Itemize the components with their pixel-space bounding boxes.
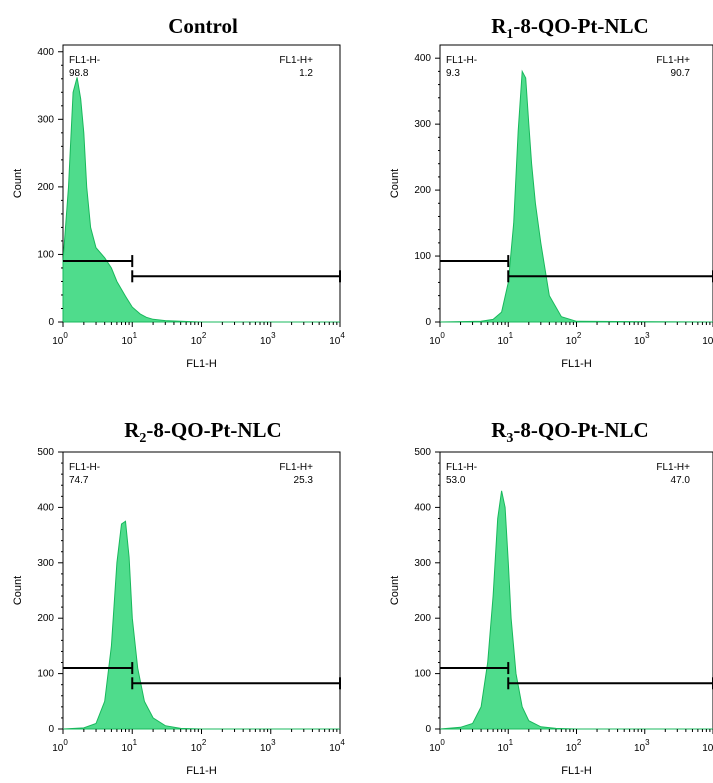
title-rest: -8-QO-Pt-NLC (146, 418, 282, 442)
panel-title: R1-8-QO-Pt-NLC (420, 14, 713, 43)
y-tick-label: 100 (37, 249, 54, 260)
y-tick-label: 0 (425, 317, 431, 328)
title-main: R (491, 418, 507, 442)
x-tick-label: 101 (121, 331, 137, 347)
y-tick-label: 400 (414, 53, 431, 64)
panel-title: Control (53, 14, 353, 43)
y-tick-label: 100 (414, 251, 431, 262)
title-rest: -8-QO-Pt-NLC (513, 14, 649, 38)
y-axis-label: Count (389, 169, 401, 198)
gate-neg-label: FL1-H- (69, 55, 100, 66)
y-tick-label: 300 (414, 558, 431, 569)
title-main: R (124, 418, 140, 442)
x-tick-label: 103 (634, 331, 650, 347)
gate-neg-label: FL1-H- (69, 462, 100, 473)
y-axis-label: Count (12, 169, 24, 198)
gate-neg-label: FL1-H- (446, 462, 477, 473)
x-tick-label: 100 (429, 738, 445, 754)
y-tick-label: 200 (414, 613, 431, 624)
x-tick-label: 104 (702, 738, 713, 754)
y-axis-label: Count (389, 576, 401, 605)
panel-title: R3-8-QO-Pt-NLC (420, 418, 713, 447)
y-tick-label: 400 (37, 502, 54, 513)
y-tick-label: 0 (48, 317, 54, 328)
x-tick-label: 102 (191, 738, 207, 754)
gate-pos-value: 1.2 (299, 68, 313, 79)
title-sub: 3 (506, 431, 514, 447)
y-tick-label: 200 (37, 182, 54, 193)
y-tick-label: 300 (37, 558, 54, 569)
y-tick-label: 200 (414, 185, 431, 196)
y-tick-label: 500 (414, 447, 431, 458)
x-tick-label: 100 (52, 331, 68, 347)
x-tick-label: 104 (329, 331, 345, 347)
title-main: R (491, 14, 507, 38)
y-tick-label: 400 (37, 47, 54, 58)
x-tick-label: 102 (191, 331, 207, 347)
x-tick-label: 103 (260, 738, 276, 754)
x-tick-label: 102 (566, 331, 582, 347)
x-tick-label: 101 (497, 738, 513, 754)
x-tick-label: 101 (121, 738, 137, 754)
x-tick-label: 102 (566, 738, 582, 754)
gate-pos-value: 90.7 (671, 68, 691, 79)
x-tick-label: 101 (497, 331, 513, 347)
title-rest: -8-QO-Pt-NLC (513, 418, 649, 442)
gate-pos-value: 47.0 (671, 475, 691, 486)
gate-pos-label: FL1-H+ (656, 55, 690, 66)
x-axis-label: FL1-H (561, 765, 592, 777)
y-tick-label: 0 (425, 724, 431, 735)
title-sub: 2 (139, 431, 147, 447)
x-tick-label: 104 (702, 331, 713, 347)
y-tick-label: 500 (37, 447, 54, 458)
gate-pos-value: 25.3 (294, 475, 314, 486)
x-axis-label: FL1-H (186, 358, 217, 370)
x-axis-label: FL1-H (186, 765, 217, 777)
y-axis-label: Count (12, 576, 24, 605)
y-tick-label: 300 (37, 114, 54, 125)
gate-neg-value: 98.8 (69, 68, 89, 79)
x-axis-label: FL1-H (561, 358, 592, 370)
x-tick-label: 104 (329, 738, 345, 754)
y-tick-label: 200 (37, 613, 54, 624)
y-tick-label: 100 (37, 669, 54, 680)
histogram-area (439, 69, 713, 323)
histogram-area (62, 520, 340, 730)
x-tick-label: 103 (634, 738, 650, 754)
gate-neg-value: 53.0 (446, 475, 466, 486)
gate-pos-label: FL1-H+ (279, 462, 313, 473)
y-tick-label: 300 (414, 119, 431, 130)
histogram-area (62, 77, 340, 323)
gate-pos-label: FL1-H+ (279, 55, 313, 66)
panel-title: R2-8-QO-Pt-NLC (53, 418, 353, 447)
plot-frame (439, 451, 713, 730)
y-tick-label: 400 (414, 502, 431, 513)
y-tick-label: 0 (48, 724, 54, 735)
title-sub: 1 (506, 27, 514, 43)
x-tick-label: 100 (429, 331, 445, 347)
title-main: Control (168, 14, 238, 38)
x-tick-label: 100 (52, 738, 68, 754)
gate-neg-value: 74.7 (69, 475, 89, 486)
gate-pos-label: FL1-H+ (656, 462, 690, 473)
histogram-area (439, 490, 713, 730)
y-tick-label: 100 (414, 669, 431, 680)
x-tick-label: 103 (260, 331, 276, 347)
gate-neg-label: FL1-H- (446, 55, 477, 66)
gate-neg-value: 9.3 (446, 68, 460, 79)
